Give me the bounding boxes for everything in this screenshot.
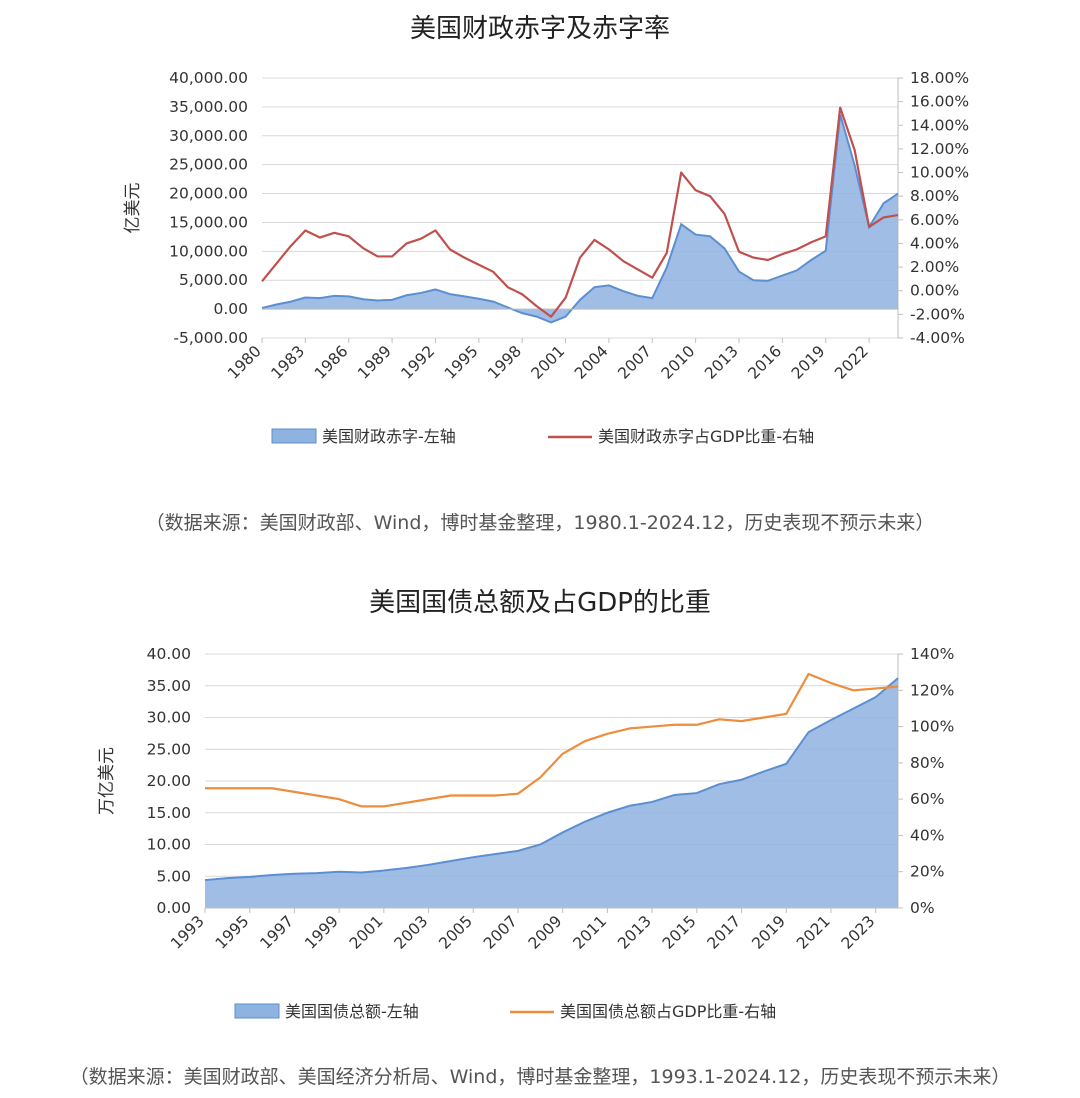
left-tick-label: 10.00 xyxy=(147,836,191,854)
right-tick-label: 140% xyxy=(910,645,954,663)
left-tick-label: 20,000.00 xyxy=(169,185,248,203)
line-series xyxy=(261,106,899,318)
x-tick-label: 1983 xyxy=(268,342,309,383)
x-tick-label: 2015 xyxy=(659,912,700,953)
x-tick-label: 2013 xyxy=(701,342,742,383)
line-series xyxy=(205,672,899,808)
left-tick-label: 20.00 xyxy=(147,772,191,790)
chart2-plot: 40.00 35.00 30.00 25.00 20.00 15.00 10.00 5.00 0… xyxy=(97,645,954,1021)
right-tick-label: 2.00% xyxy=(910,258,959,276)
left-tick-label: -5,000.00 xyxy=(173,329,248,347)
x-tick-label: 2017 xyxy=(704,912,745,953)
x-tick-label: 2007 xyxy=(614,342,655,383)
x-tick-label: 1989 xyxy=(354,342,395,383)
chart2-source: （数据来源：美国财政部、美国经济分析局、Wind，博时基金整理，1993.1-2… xyxy=(69,1066,1011,1088)
x-tick-label: 1992 xyxy=(398,342,439,383)
legend-swatch-area xyxy=(271,428,317,444)
right-tick-label: 18.00% xyxy=(910,69,969,87)
legend-swatch-area xyxy=(234,1003,280,1019)
x-tick-label: 2004 xyxy=(571,342,612,383)
x-tick-label: 2003 xyxy=(391,912,432,953)
right-tick-label: 0.00% xyxy=(910,282,959,300)
x-tick-label: 1997 xyxy=(257,912,298,953)
x-tick-label: 2016 xyxy=(745,342,786,383)
x-tick-label: 2023 xyxy=(838,912,879,953)
x-tick-label: 1995 xyxy=(212,912,253,953)
left-tick-label: 5,000.00 xyxy=(179,271,248,289)
x-tick-label: 2005 xyxy=(435,912,476,953)
right-tick-label: 8.00% xyxy=(910,187,959,205)
right-tick-label: 80% xyxy=(910,754,944,772)
left-tick-label: 30.00 xyxy=(147,709,191,727)
right-tick-label: -4.00% xyxy=(910,329,965,347)
x-tick-label: 2001 xyxy=(346,912,387,953)
legend-label-area: 美国国债总额-左轴 xyxy=(285,1002,419,1021)
x-tick-label: 2013 xyxy=(614,912,655,953)
x-tick-label: 2009 xyxy=(525,912,566,953)
area-series-edge xyxy=(204,677,899,882)
x-tick-label: 1980 xyxy=(224,342,265,383)
x-tick-label: 2021 xyxy=(793,912,834,953)
legend-label-area: 美国财政赤字-左轴 xyxy=(322,427,456,446)
x-tick-label: 2001 xyxy=(528,342,569,383)
legend-label-line: 美国财政赤字占GDP比重-右轴 xyxy=(598,427,814,446)
left-tick-label: 25,000.00 xyxy=(169,156,248,174)
right-tick-label: 100% xyxy=(910,718,954,736)
left-tick-label: 15.00 xyxy=(147,804,191,822)
chart1-plot: 40,000.00 35,000.00 30,000.00 25,000.00 20,0… xyxy=(123,69,969,446)
right-tick-label: 6.00% xyxy=(910,211,959,229)
x-tick-label: 2010 xyxy=(658,342,699,383)
area-series-edge xyxy=(261,114,899,324)
left-tick-label: 10,000.00 xyxy=(169,242,248,260)
left-tick-label: 15,000.00 xyxy=(169,213,248,231)
x-tick-label: 1995 xyxy=(441,342,482,383)
x-tick-label: 2019 xyxy=(788,342,829,383)
right-tick-label: 10.00% xyxy=(910,164,969,182)
x-tick-label: 1986 xyxy=(311,342,352,383)
left-tick-label: 0.00 xyxy=(156,899,191,917)
x-tick-label: 2022 xyxy=(831,342,872,383)
y-axis-label: 万亿美元 xyxy=(97,747,117,815)
x-tick-label: 2019 xyxy=(748,912,789,953)
right-tick-label: 60% xyxy=(910,790,944,808)
chart1-source: （数据来源：美国财政部、Wind，博时基金整理，1980.1-2024.12，历… xyxy=(145,512,935,534)
left-tick-label: 35,000.00 xyxy=(169,98,248,116)
right-tick-label: 14.00% xyxy=(910,116,969,134)
chart1-title: 美国财政赤字及赤字率 xyxy=(409,14,670,44)
right-tick-label: 12.00% xyxy=(910,140,969,158)
left-tick-label: 0.00 xyxy=(213,300,248,318)
y-axis-label: 亿美元 xyxy=(123,183,143,234)
left-tick-label: 35.00 xyxy=(147,677,191,695)
right-tick-label: 20% xyxy=(910,863,944,881)
left-tick-label: 25.00 xyxy=(147,740,191,758)
area-series-fill xyxy=(262,114,898,323)
left-tick-label: 5.00 xyxy=(156,867,191,885)
right-tick-label: 40% xyxy=(910,826,944,844)
x-tick-label: 2011 xyxy=(570,912,611,953)
left-tick-label: 40,000.00 xyxy=(169,69,248,87)
right-tick-label: -2.00% xyxy=(910,305,965,323)
chart2-title: 美国国债总额及占GDP的比重 xyxy=(369,588,711,618)
right-tick-label: 16.00% xyxy=(910,93,969,111)
x-tick-label: 1993 xyxy=(167,912,208,953)
right-tick-label: 0% xyxy=(910,899,935,917)
x-tick-label: 1999 xyxy=(301,912,342,953)
x-tick-label: 1998 xyxy=(484,342,525,383)
right-tick-label: 120% xyxy=(910,681,954,699)
legend-label-line: 美国国债总额占GDP比重-右轴 xyxy=(560,1002,776,1021)
right-tick-label: 4.00% xyxy=(910,234,959,252)
left-tick-label: 30,000.00 xyxy=(169,127,248,145)
area-series-fill xyxy=(205,678,898,908)
left-tick-label: 40.00 xyxy=(147,645,191,663)
x-tick-label: 2007 xyxy=(480,912,521,953)
